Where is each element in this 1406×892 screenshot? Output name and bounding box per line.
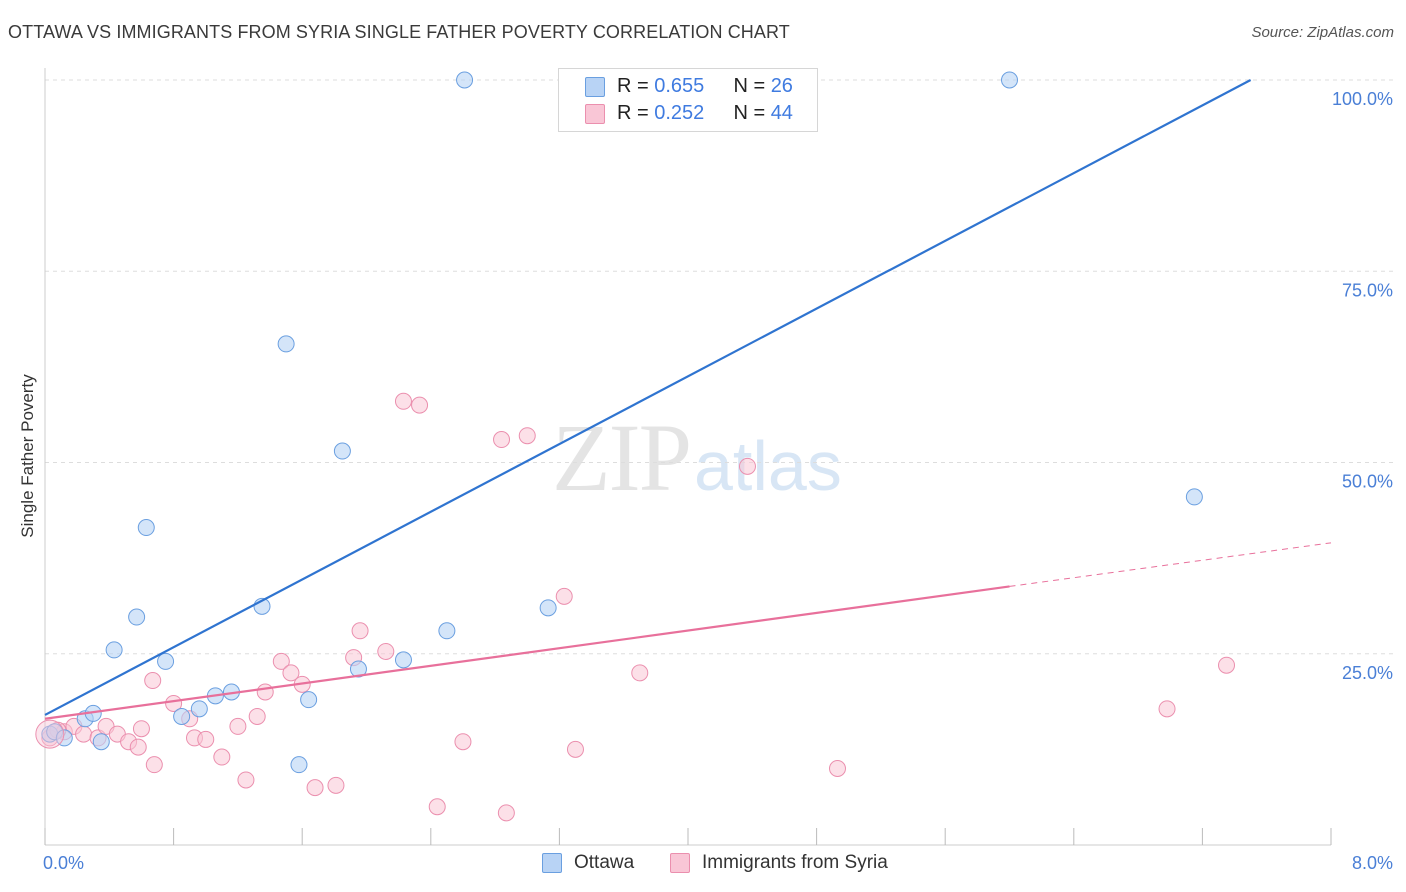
syria-point [428,798,446,816]
ottawa-point [333,442,351,460]
syria-point [129,738,147,756]
x-tick-label: 8.0% [1352,853,1393,873]
syria-point [213,748,231,766]
ottawa-point [539,599,557,617]
syria-point [377,642,395,660]
syria-trend-line [44,585,1010,720]
watermark-zip: ZIP [552,404,692,511]
legend-label-ottawa: Ottawa [574,852,635,873]
syria-cluster-point [35,719,65,749]
legend-item-syria[interactable]: Immigrants from Syria [670,852,888,874]
ottawa-point [300,691,318,709]
syria-point [411,396,429,414]
syria-point [493,431,511,449]
watermark: ZIPatlas [552,402,842,513]
syria-point [75,725,93,743]
legend-n-value: 44 [770,101,793,124]
syria-point [272,652,290,670]
syria-point [631,664,649,682]
syria-point [394,392,412,410]
syria-point [828,760,846,777]
watermark-atlas: atlas [694,427,842,505]
syria-point [454,733,472,751]
legend-n-label: N = [733,74,771,97]
ottawa-point [190,700,208,718]
y-tick-label: 25.0% [1342,663,1393,683]
chart-title: OTTAWA VS IMMIGRANTS FROM SYRIA SINGLE F… [8,22,790,42]
y-axis-label: Single Father Poverty [18,374,37,538]
syria-point [237,771,255,789]
syria-point [518,427,536,445]
legend-n-value: 26 [770,74,793,97]
syria-point [1218,656,1236,674]
ottawa-point [137,519,155,537]
stats-legend: R = 0.655 N = 26 R = 0.252 N = 44 [558,68,818,132]
syria-point [145,756,163,774]
legend-item-ottawa[interactable]: Ottawa [542,852,634,874]
syria-point [144,672,162,690]
ottawa-point [349,660,367,678]
y-tick-label: 100.0% [1332,89,1393,109]
ottawa-point [394,651,412,669]
syria-point [738,457,756,475]
ottawa-swatch [585,77,605,97]
syria-point [555,587,573,605]
syria-point [282,664,300,682]
syria-point [197,730,215,748]
syria-point [248,707,266,725]
ottawa-point [438,622,456,640]
ottawa-point [1001,71,1018,89]
x-tick-label: 0.0% [43,853,84,873]
ottawa-point [290,756,308,774]
ottawa-trend-line [44,79,1252,716]
ottawa-point [456,71,474,89]
ottawa-point [55,729,73,747]
syria-legend-swatch [670,853,690,873]
legend-r-value: 0.655 [654,74,705,97]
ottawa-point [128,608,146,626]
syria-point [351,622,369,640]
syria-point [132,720,150,738]
syria-point [229,717,247,735]
y-tick-label: 75.0% [1342,280,1393,300]
ottawa-point [277,335,295,353]
syria-point [327,776,345,794]
ottawa-point [173,707,191,725]
legend-r-value: 0.252 [654,101,705,124]
syria-point [306,779,324,797]
legend-r-label: R = [617,74,655,97]
syria-point [256,683,274,701]
legend-n-label: N = [733,101,771,124]
ottawa-point [92,733,110,751]
syria-point [497,804,515,822]
ottawa-point [1185,488,1203,506]
syria-swatch [585,104,605,124]
ottawa-legend-swatch [542,853,562,873]
syria-point [566,740,584,758]
syria-point [1158,700,1176,718]
syria-trend-extension [1009,542,1332,587]
legend-r-label: R = [617,101,655,124]
ottawa-point [157,652,175,670]
ottawa-point [105,641,123,659]
y-tick-label: 50.0% [1342,472,1393,492]
source-label: Source: ZipAtlas.com [1251,24,1394,41]
legend-label-syria: Immigrants from Syria [702,852,888,873]
